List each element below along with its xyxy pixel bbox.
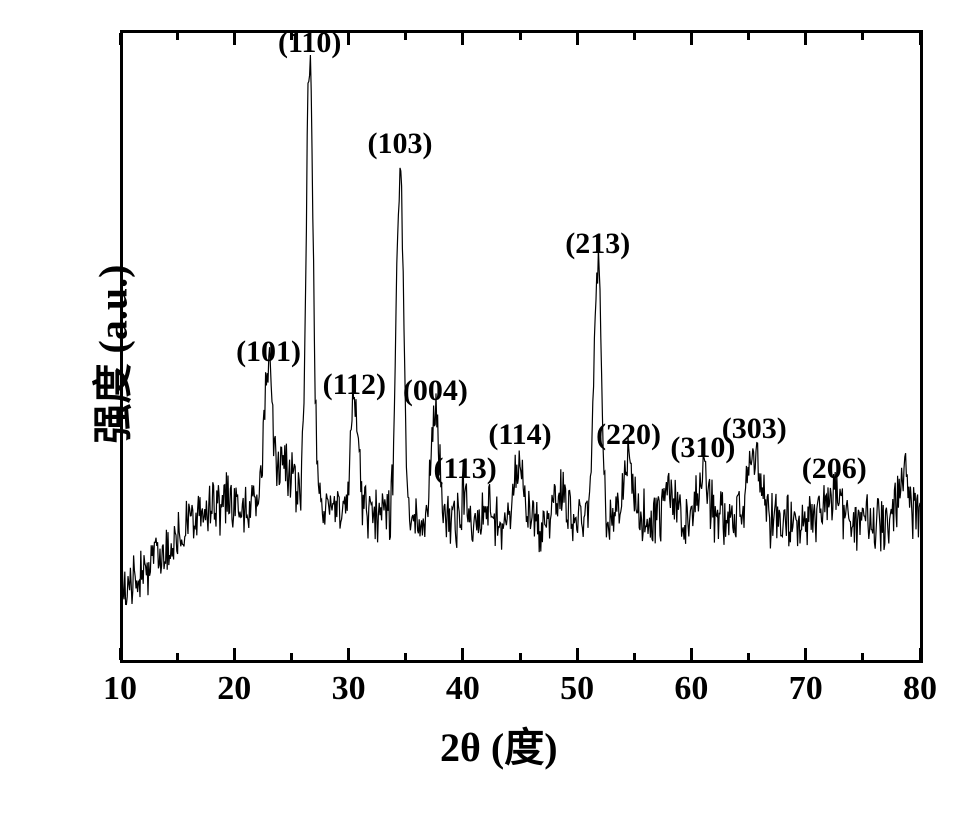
peak-label: (103)	[368, 127, 433, 161]
peak-label: (112)	[323, 368, 386, 402]
peak-label: (110)	[278, 26, 341, 60]
peak-label: (206)	[802, 452, 867, 486]
xrd-chart: 强度 (a.u.) 2θ (度) 1020304050607080 (101)(…	[0, 0, 953, 813]
xrd-trace	[0, 0, 953, 813]
peak-label: (101)	[236, 335, 301, 369]
peak-label: (220)	[596, 418, 661, 452]
peak-label: (213)	[565, 227, 630, 261]
peak-label: (114)	[488, 418, 551, 452]
peak-label: (303)	[722, 412, 787, 446]
peak-label: (113)	[433, 452, 496, 486]
peak-label: (004)	[403, 374, 468, 408]
